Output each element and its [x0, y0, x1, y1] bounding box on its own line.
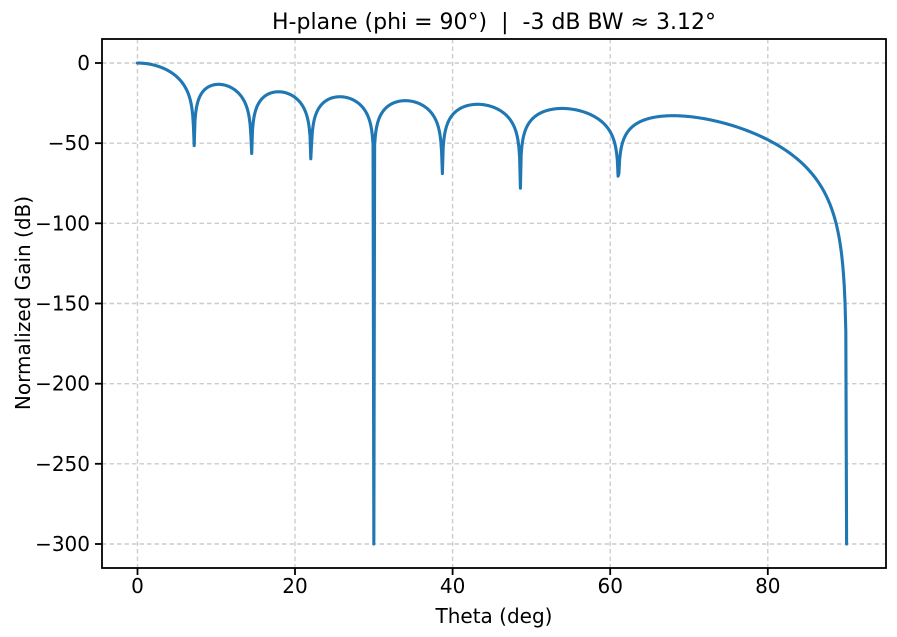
- x-tick-label: 40: [440, 574, 465, 598]
- x-tick-label: 20: [282, 574, 307, 598]
- chart-title: H-plane (phi = 90°) | -3 dB BW ≈ 3.12°: [272, 10, 716, 35]
- y-tick-label: 0: [77, 51, 90, 75]
- y-tick-label: −150: [35, 292, 90, 316]
- y-tick-label: −200: [35, 372, 90, 396]
- y-tick-label: −300: [35, 532, 90, 556]
- y-tick-label: −250: [35, 452, 90, 476]
- gain-curve: [135, 61, 849, 546]
- y-tick-label: −50: [48, 131, 90, 155]
- x-tick-label: 60: [597, 574, 622, 598]
- x-tick-label: 0: [131, 574, 144, 598]
- y-axis-label: Normalized Gain (dB): [11, 195, 35, 411]
- x-axis-label: Theta (deg): [435, 604, 553, 628]
- y-tick-label: −100: [35, 211, 90, 235]
- x-tick-label: 80: [755, 574, 780, 598]
